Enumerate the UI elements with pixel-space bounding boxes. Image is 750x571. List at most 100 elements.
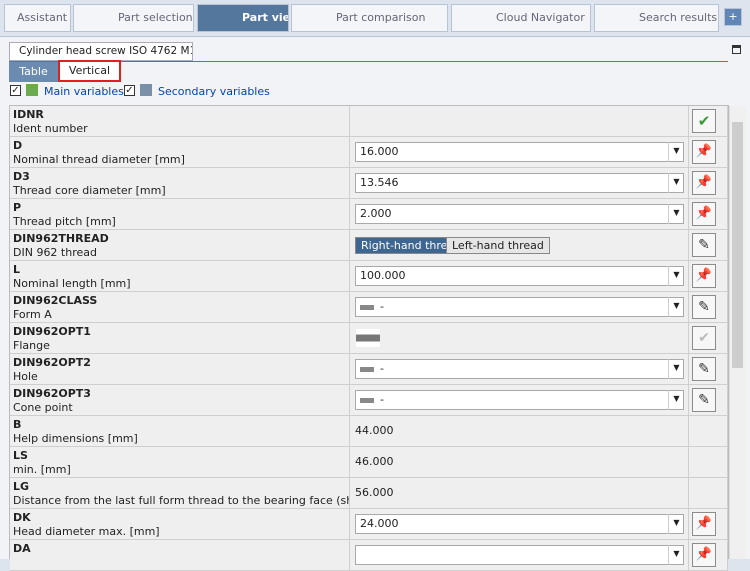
value-text: 56.000	[355, 486, 394, 499]
form-icon	[360, 304, 374, 310]
dropdown[interactable]	[355, 545, 684, 565]
variable-name: P	[13, 201, 22, 214]
name-cell	[10, 230, 350, 261]
dropdown-arrow[interactable]: ▼	[668, 297, 684, 317]
action-cell	[689, 478, 728, 509]
dropdown-value: -	[380, 393, 384, 406]
icon	[26, 84, 38, 96]
document-tab[interactable]: Cylinder head screw ISO 4762 M16x...	[9, 42, 193, 61]
variable-description: Nominal length [mm]	[13, 277, 131, 290]
value-text: 46.000	[355, 455, 394, 468]
dropdown[interactable]: -	[355, 359, 684, 379]
icon	[140, 84, 152, 96]
action-button[interactable]: ✎	[692, 388, 716, 412]
action-cell	[689, 447, 728, 478]
variable-name: LS	[13, 449, 28, 462]
form-icon	[360, 366, 374, 372]
dropdown[interactable]: -	[355, 390, 684, 410]
dropdown-arrow[interactable]: ▼	[668, 545, 684, 565]
dropdown-value: 2.000	[360, 207, 392, 220]
toggle-option[interactable]: Right-hand thread	[355, 237, 468, 254]
top-tab[interactable]: Part selection	[73, 4, 194, 32]
view-tab[interactable]: Table	[9, 62, 58, 82]
variable-description: Flange	[13, 339, 50, 352]
scrollbar[interactable]	[729, 106, 746, 559]
dropdown[interactable]: 16.000	[355, 142, 684, 162]
checkbox[interactable]: ✓	[10, 85, 21, 96]
name-cell	[10, 509, 350, 540]
variable-name: D3	[13, 170, 30, 183]
dropdown[interactable]: 13.546	[355, 173, 684, 193]
action-button[interactable]: 📌	[692, 543, 716, 567]
name-cell	[10, 292, 350, 323]
top-tab[interactable]: +	[724, 8, 742, 26]
value-cell	[350, 478, 689, 509]
action-button[interactable]: 📌	[692, 140, 716, 164]
maximize[interactable]	[732, 45, 741, 54]
filter-link[interactable]: Main variables	[44, 85, 124, 98]
action-button[interactable]: 📌	[692, 171, 716, 195]
name-cell	[10, 199, 350, 230]
dropdown[interactable]: 24.000	[355, 514, 684, 534]
dropdown-value: 13.546	[360, 176, 399, 189]
variable-description: Help dimensions [mm]	[13, 432, 138, 445]
name-cell	[10, 168, 350, 199]
top-tab[interactable]: Cloud Navigator	[451, 4, 591, 32]
value-cell	[350, 447, 689, 478]
dropdown[interactable]: 100.000	[355, 266, 684, 286]
variable-name: DK	[13, 511, 31, 524]
dropdown-arrow[interactable]: ▼	[668, 359, 684, 379]
checkbox[interactable]: ✓	[124, 85, 135, 96]
dropdown-arrow[interactable]: ▼	[668, 514, 684, 534]
dropdown[interactable]: 2.000	[355, 204, 684, 224]
action-cell	[689, 416, 728, 447]
variable-description: Head diameter max. [mm]	[13, 525, 160, 538]
top-tab[interactable]: Part view	[197, 4, 289, 32]
variable-description: Nominal thread diameter [mm]	[13, 153, 185, 166]
dropdown[interactable]: -	[355, 297, 684, 317]
top-tab[interactable]: Search results	[594, 4, 719, 32]
dropdown-value: -	[380, 300, 384, 313]
variable-description: Ident number	[13, 122, 88, 135]
divider	[9, 61, 728, 62]
action-button[interactable]: ✎	[692, 357, 716, 381]
action-button[interactable]: ✎	[692, 233, 716, 257]
variable-name: DIN962OPT1	[13, 325, 91, 338]
variable-name: D	[13, 139, 23, 152]
view-tab[interactable]: Vertical	[58, 60, 121, 82]
name-cell	[10, 261, 350, 292]
dropdown-arrow[interactable]: ▼	[668, 173, 684, 193]
dropdown-arrow[interactable]: ▼	[668, 204, 684, 224]
variable-name: DIN962THREAD	[13, 232, 109, 245]
dropdown-arrow[interactable]: ▼	[668, 142, 684, 162]
value-cell	[350, 416, 689, 447]
top-tab[interactable]: Assistant	[4, 4, 71, 32]
name-cell	[10, 385, 350, 416]
name-cell	[10, 323, 350, 354]
name-cell	[10, 416, 350, 447]
dropdown-arrow[interactable]: ▼	[668, 266, 684, 286]
variable-description: Thread pitch [mm]	[13, 215, 116, 228]
form-icon	[360, 397, 374, 403]
action-button[interactable]: 📌	[692, 202, 716, 226]
action-button[interactable]: 📌	[692, 512, 716, 536]
filter-link[interactable]: Secondary variables	[158, 85, 270, 98]
scroll-thumb[interactable]	[732, 122, 743, 368]
action-button[interactable]: 📌	[692, 264, 716, 288]
toggle-option[interactable]: Left-hand thread	[446, 237, 550, 254]
variable-name: L	[13, 263, 21, 276]
name-cell	[10, 540, 350, 571]
name-cell	[10, 478, 350, 509]
top-tab[interactable]: Part comparison	[291, 4, 448, 32]
action-button[interactable]: ✎	[692, 295, 716, 319]
variable-description: Hole	[13, 370, 38, 383]
dropdown-value: 24.000	[360, 517, 399, 530]
action-button[interactable]: ✔	[692, 109, 716, 133]
name-cell	[10, 354, 350, 385]
variable-name: DIN962OPT2	[13, 356, 91, 369]
dropdown-arrow[interactable]: ▼	[668, 390, 684, 410]
value-text: 44.000	[355, 424, 394, 437]
app: Cylinder head screw ISO 4762 M16x... Tab…	[0, 4, 750, 571]
variable-description: Thread core diameter [mm]	[13, 184, 166, 197]
variable-description: min. [mm]	[13, 463, 71, 476]
